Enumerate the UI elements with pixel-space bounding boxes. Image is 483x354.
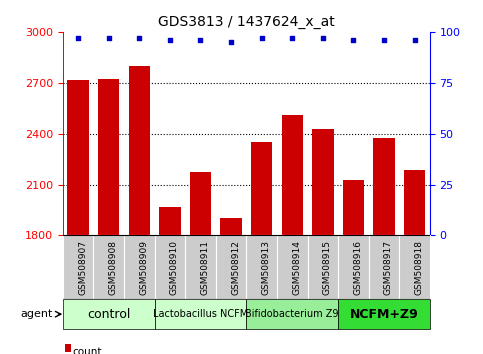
Bar <box>63 299 155 329</box>
Bar <box>124 235 155 299</box>
Bar <box>399 235 430 299</box>
Text: GSM508915: GSM508915 <box>323 240 332 295</box>
Bar <box>373 138 395 235</box>
Text: control: control <box>87 308 130 321</box>
Text: Lactobacillus NCFM: Lactobacillus NCFM <box>153 309 248 319</box>
Bar <box>185 235 216 299</box>
Text: GSM508918: GSM508918 <box>414 240 424 295</box>
Point <box>411 37 418 43</box>
Bar <box>404 170 425 235</box>
Text: NCFM+Z9: NCFM+Z9 <box>350 308 418 321</box>
Point <box>135 35 143 41</box>
Bar <box>308 235 338 299</box>
Bar <box>282 115 303 235</box>
Bar <box>190 172 211 235</box>
Title: GDS3813 / 1437624_x_at: GDS3813 / 1437624_x_at <box>158 16 335 29</box>
Text: GSM508914: GSM508914 <box>292 240 301 295</box>
Text: GSM508917: GSM508917 <box>384 240 393 295</box>
Bar <box>246 299 338 329</box>
Bar <box>159 207 181 235</box>
Bar <box>128 66 150 235</box>
Text: GSM508913: GSM508913 <box>262 240 270 295</box>
Point <box>227 39 235 45</box>
Point <box>74 35 82 41</box>
Bar <box>343 180 364 235</box>
Point <box>380 37 388 43</box>
Bar <box>338 299 430 329</box>
Text: GSM508912: GSM508912 <box>231 240 240 295</box>
Bar <box>216 235 246 299</box>
Bar <box>369 235 399 299</box>
Bar <box>98 79 119 235</box>
Point <box>197 37 204 43</box>
Text: GSM508909: GSM508909 <box>139 240 148 295</box>
Point <box>258 35 266 41</box>
Text: GSM508907: GSM508907 <box>78 240 87 295</box>
Bar <box>220 218 242 235</box>
Point <box>319 35 327 41</box>
Bar <box>63 235 93 299</box>
Text: GSM508908: GSM508908 <box>109 240 118 295</box>
Text: GSM508911: GSM508911 <box>200 240 210 295</box>
Bar <box>65 344 71 352</box>
Bar <box>93 235 124 299</box>
Point <box>166 37 174 43</box>
Text: agent: agent <box>21 309 53 319</box>
Text: count: count <box>72 347 102 354</box>
Bar <box>338 235 369 299</box>
Bar <box>155 235 185 299</box>
Bar <box>155 299 246 329</box>
Text: Bifidobacterium Z9: Bifidobacterium Z9 <box>245 309 339 319</box>
Text: GSM508910: GSM508910 <box>170 240 179 295</box>
Bar <box>312 129 333 235</box>
Point <box>350 37 357 43</box>
Bar <box>251 142 272 235</box>
Point <box>288 35 296 41</box>
Bar <box>277 235 308 299</box>
Point <box>105 35 113 41</box>
Bar <box>246 235 277 299</box>
Text: GSM508916: GSM508916 <box>354 240 362 295</box>
Bar <box>68 80 89 235</box>
